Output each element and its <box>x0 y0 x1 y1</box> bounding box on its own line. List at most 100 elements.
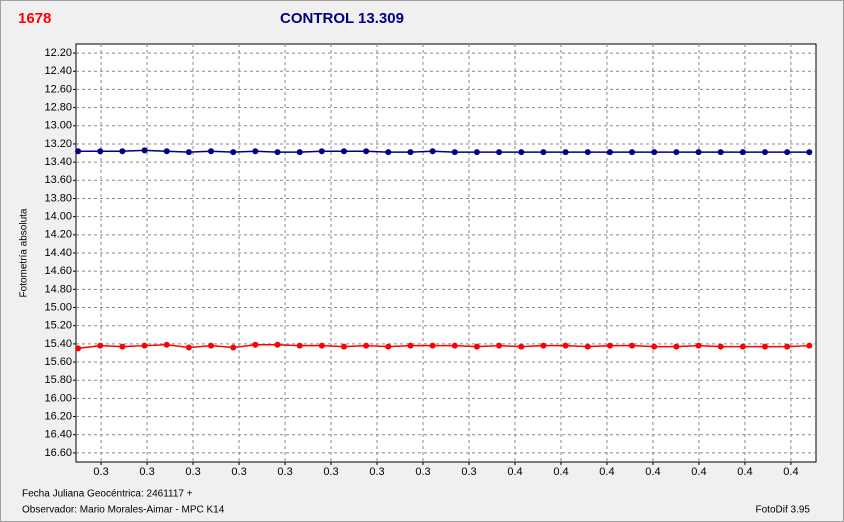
data-point <box>784 343 791 350</box>
y-tick-label: 13.40 <box>44 156 72 168</box>
data-point <box>252 341 259 348</box>
data-point <box>363 342 370 349</box>
y-tick-label: 12.40 <box>44 65 72 77</box>
y-tick-label: 13.80 <box>44 192 72 204</box>
data-point <box>739 149 746 156</box>
data-point <box>296 149 303 156</box>
y-tick-label: 16.60 <box>44 447 72 459</box>
data-point <box>429 148 436 155</box>
y-tick-label: 15.60 <box>44 356 72 368</box>
plot: 12.20 12.40 12.60 12.80 13.00 13.20 13.40 13.60… <box>44 44 816 478</box>
data-point <box>806 342 813 349</box>
data-point <box>806 149 813 156</box>
y-tick-label: 14.80 <box>44 283 72 295</box>
data-point <box>629 342 636 349</box>
data-point <box>185 149 192 156</box>
x-tick-label: 0.3 <box>231 466 246 478</box>
series-line <box>78 149 810 153</box>
data-point <box>540 342 547 349</box>
x-tick-label: 0.3 <box>139 466 154 478</box>
data-point <box>473 149 480 156</box>
data-point <box>119 148 126 155</box>
series-line <box>77 344 810 350</box>
data-point <box>651 343 658 350</box>
data-point <box>340 343 347 350</box>
data-point <box>97 342 104 349</box>
x-tick-label: 0.4 <box>783 466 798 478</box>
data-point <box>119 343 126 350</box>
data-point <box>695 149 702 156</box>
data-point <box>252 148 259 155</box>
x-tick-label: 0.4 <box>553 466 568 478</box>
footer-date: Fecha Juliana Geocéntrica: 2461117 + <box>22 489 193 500</box>
x-tick-label: 0.4 <box>507 466 522 478</box>
data-point <box>606 149 613 156</box>
data-point <box>451 149 458 156</box>
data-point <box>75 148 82 155</box>
data-point <box>141 342 148 349</box>
y-tick-label: 16.40 <box>44 429 72 441</box>
data-point <box>606 342 613 349</box>
version: FotoDif 3.95 <box>756 505 811 516</box>
y-tick-label: 15.80 <box>44 374 72 386</box>
data-point <box>540 149 547 156</box>
x-tick-label: 0.4 <box>645 466 660 478</box>
x-tick-label: 0.3 <box>323 466 338 478</box>
y-tick-label: 14.00 <box>44 211 72 223</box>
data-point <box>363 148 370 155</box>
data-point <box>784 149 791 156</box>
data-point <box>496 342 503 349</box>
y-tick-label: 12.20 <box>44 47 72 59</box>
data-point <box>75 345 82 352</box>
x-tick-label: 0.4 <box>691 466 706 478</box>
data-point <box>429 342 436 349</box>
x-tick-label: 0.3 <box>369 466 384 478</box>
y-tick-label: 13.20 <box>44 138 72 150</box>
data-point <box>584 149 591 156</box>
y-tick-label: 12.80 <box>44 102 72 114</box>
data-point <box>673 343 680 350</box>
data-point <box>717 149 724 156</box>
data-point <box>562 149 569 156</box>
footer-observer: Observador: Mario Morales-Aimar - MPC K1… <box>22 505 225 516</box>
y-tick-label: 15.20 <box>44 320 72 332</box>
x-tick-label: 0.3 <box>277 466 292 478</box>
data-point <box>407 149 414 156</box>
data-point <box>407 342 414 349</box>
data-point <box>518 149 525 156</box>
y-tick-label: 16.00 <box>44 392 72 404</box>
data-point <box>717 343 724 350</box>
y-tick-label: 14.60 <box>44 265 72 277</box>
data-point <box>651 149 658 156</box>
x-tick-label: 0.3 <box>461 466 476 478</box>
data-point <box>385 149 392 156</box>
x-tick-label: 0.3 <box>185 466 200 478</box>
y-tick-label: 13.60 <box>44 174 72 186</box>
chart-title: CONTROL 13.309 <box>280 10 404 27</box>
data-point <box>518 343 525 350</box>
data-point <box>97 148 104 155</box>
data-point <box>385 343 392 350</box>
data-point <box>562 342 569 349</box>
data-point <box>739 343 746 350</box>
data-point <box>208 342 215 349</box>
data-point <box>695 342 702 349</box>
y-tick-label: 12.60 <box>44 83 72 95</box>
data-point <box>163 148 170 155</box>
y-tick-label: 15.00 <box>44 301 72 313</box>
data-point <box>761 149 768 156</box>
data-point <box>340 148 347 155</box>
y-tick-label: 14.20 <box>44 229 72 241</box>
data-point <box>141 147 148 154</box>
x-tick-label: 0.4 <box>599 466 614 478</box>
data-point <box>473 343 480 350</box>
data-point <box>629 149 636 156</box>
x-tick-label: 0.3 <box>93 466 108 478</box>
data-point <box>163 341 170 348</box>
x-tick-label: 0.3 <box>415 466 430 478</box>
data-point <box>318 148 325 155</box>
data-point <box>230 344 237 351</box>
data-point <box>208 148 215 155</box>
y-tick-label: 14.40 <box>44 247 72 259</box>
